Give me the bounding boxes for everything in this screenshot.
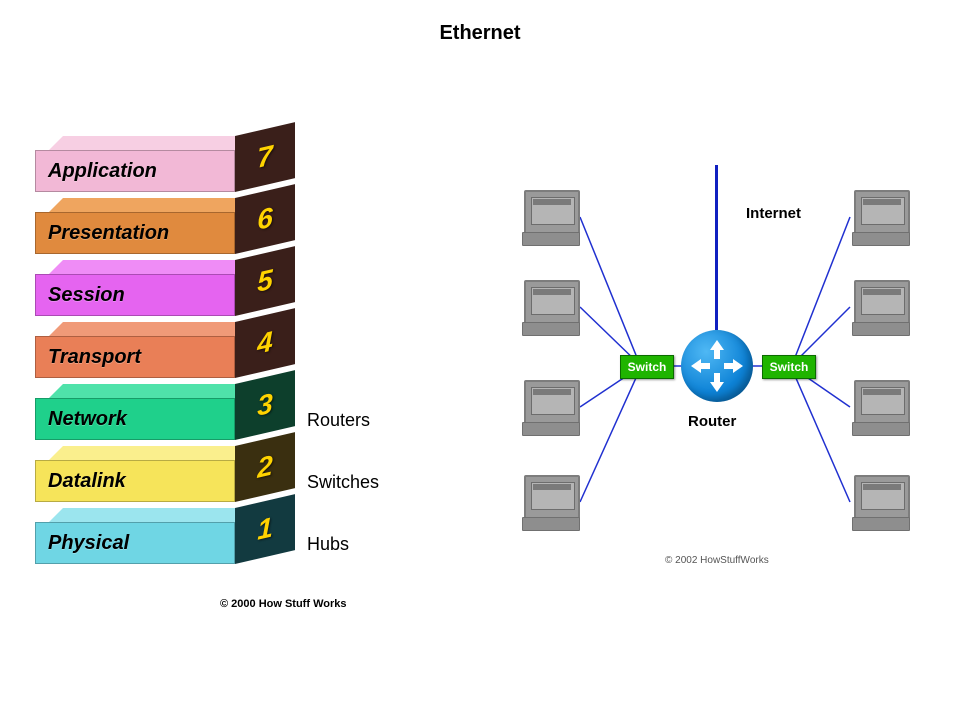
internet-line — [715, 165, 718, 330]
switch-icon: Switch — [620, 355, 674, 379]
internet-label: Internet — [746, 205, 801, 222]
osi-layer-name: Session — [48, 284, 125, 307]
osi-layer-name: Presentation — [48, 222, 169, 245]
osi-layer-number: 2 — [257, 449, 273, 485]
osi-layer-number: 5 — [257, 263, 273, 299]
router-label: Router — [688, 413, 736, 430]
network-diagram: Internet Router © 2002 HowStuffWorks Swi… — [510, 155, 920, 575]
network-copyright: © 2002 HowStuffWorks — [665, 555, 769, 566]
osi-stack: Application7Presentation6Session5Transpo… — [35, 150, 340, 584]
osi-layer-physical: Physical1Hubs — [35, 522, 295, 578]
computer-icon — [850, 380, 910, 435]
osi-layer-name: Application — [48, 160, 157, 183]
osi-layer-annotation: Hubs — [307, 534, 349, 555]
computer-icon — [850, 280, 910, 335]
switch-icon: Switch — [762, 355, 816, 379]
page-title: Ethernet — [0, 22, 960, 45]
osi-layer-number: 7 — [257, 139, 273, 175]
router-icon — [681, 330, 753, 402]
computer-icon — [520, 380, 580, 435]
osi-layer-name: Network — [48, 408, 127, 431]
page: Ethernet Application 7 Presentation 6 Sessio… — [0, 0, 960, 720]
osi-layer-number: 1 — [257, 511, 273, 547]
osi-layer-name: Physical — [48, 532, 129, 555]
osi-layer-annotation: Routers — [307, 410, 370, 431]
osi-layer-name: Transport — [48, 346, 141, 369]
computer-icon — [850, 475, 910, 530]
osi-layer-name: Datalink — [48, 470, 126, 493]
osi-layer-number: 4 — [257, 325, 273, 361]
computer-icon — [520, 280, 580, 335]
osi-layer-number: 6 — [257, 201, 273, 237]
computer-icon — [520, 475, 580, 530]
computer-icon — [850, 190, 910, 245]
osi-layer-annotation: Switches — [307, 472, 379, 493]
osi-layer-number: 3 — [257, 387, 273, 423]
osi-copyright: © 2000 How Stuff Works — [220, 598, 346, 610]
computer-icon — [520, 190, 580, 245]
